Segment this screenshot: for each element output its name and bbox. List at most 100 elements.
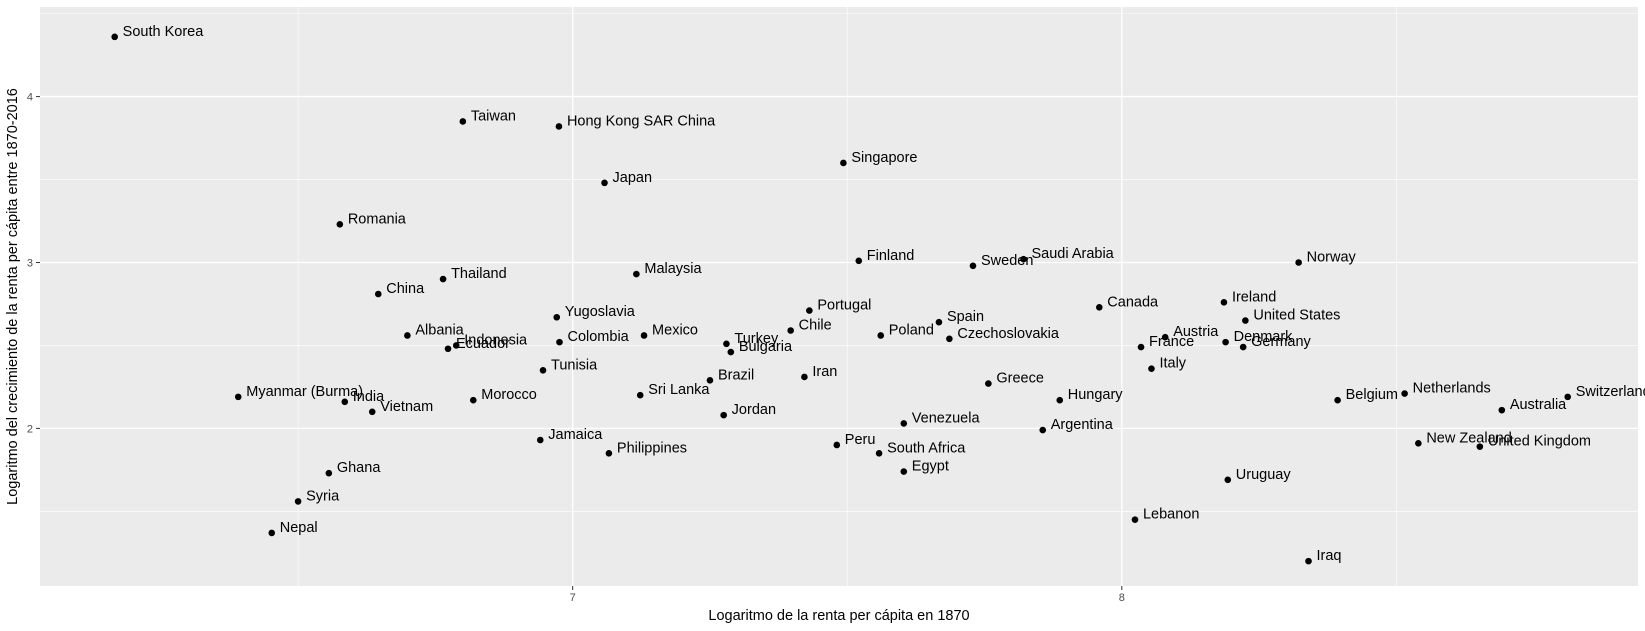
point-label: Brazil [718, 367, 754, 383]
data-point [452, 342, 460, 349]
data-point [1056, 396, 1064, 404]
point-label: Colombia [567, 329, 629, 345]
data-point [985, 380, 992, 387]
data-point [720, 411, 727, 419]
data-point [806, 307, 813, 314]
data-point [234, 393, 242, 401]
point-label: Hong Kong SAR China [567, 113, 716, 129]
x-axis-title: Logaritmo de la renta per cápita en 1870 [708, 608, 969, 624]
data-point [341, 398, 349, 406]
data-point [706, 376, 714, 384]
data-point [325, 469, 333, 477]
data-point [1498, 406, 1506, 414]
data-point [539, 367, 547, 374]
data-point [801, 373, 808, 381]
point-label: United Kingdom [1488, 434, 1591, 450]
data-point [935, 318, 943, 326]
point-label: Bulgaria [739, 339, 793, 355]
data-point [875, 449, 883, 457]
point-label: Jordan [732, 402, 776, 418]
data-point [633, 270, 640, 278]
point-label: Egypt [912, 459, 949, 475]
point-label: Poland [889, 322, 934, 338]
point-label: Taiwan [471, 108, 516, 124]
major-gridlines [40, 7, 1638, 586]
data-point [601, 179, 608, 187]
data-point [1220, 299, 1228, 306]
data-point [1020, 255, 1027, 263]
data-point [553, 313, 561, 321]
point-label: Sweden [981, 253, 1033, 269]
point-label: Myanmar (Burma) [246, 384, 363, 400]
data-points [111, 33, 1572, 565]
data-point [469, 396, 477, 404]
point-label: Turkey [734, 331, 779, 347]
y-axis-title: Logaritmo del crecimiento de la renta pe… [5, 88, 21, 505]
point-label: Italy [1159, 356, 1186, 372]
point-label: Albania [415, 322, 464, 338]
data-point [946, 335, 953, 343]
point-label: Vietnam [380, 399, 433, 415]
point-label: Saudi Arabia [1032, 246, 1115, 262]
data-point [1334, 396, 1341, 404]
data-point [1295, 259, 1302, 266]
point-label: Belgium [1346, 387, 1398, 403]
point-label: Iraq [1317, 548, 1342, 564]
point-label: Spain [947, 309, 984, 325]
point-label: Australia [1510, 397, 1567, 413]
data-point [900, 420, 908, 427]
data-point [1242, 317, 1249, 324]
data-point [111, 33, 118, 41]
y-tick-label: 3 [27, 257, 33, 269]
point-label: Finland [867, 248, 915, 264]
data-point [877, 332, 885, 339]
point-label: Morocco [481, 387, 537, 403]
data-point [727, 348, 735, 356]
x-tick-label: 8 [1119, 592, 1125, 604]
data-point [1476, 443, 1484, 450]
point-label: China [386, 281, 425, 297]
data-point [444, 345, 452, 353]
point-label: Indonesia [464, 332, 528, 348]
x-tick-label: 7 [570, 592, 576, 604]
data-point [1401, 390, 1408, 397]
data-point [900, 468, 908, 475]
point-label: South Africa [887, 440, 966, 456]
data-point [1415, 440, 1422, 447]
axis-ticks: 7 8 2 3 4 [27, 92, 1125, 604]
point-label: Portugal [817, 298, 871, 314]
point-label: Canada [1107, 294, 1159, 310]
data-point [294, 498, 302, 505]
data-point [459, 118, 467, 125]
data-point [1224, 476, 1232, 484]
point-label: Mexico [652, 322, 698, 338]
point-label: Iran [812, 364, 837, 380]
point-label: Philippines [617, 440, 687, 456]
point-label: Nepal [280, 520, 318, 536]
data-point [1095, 303, 1103, 311]
point-label: Singapore [851, 150, 917, 166]
data-point [368, 408, 376, 416]
data-point [723, 340, 730, 348]
data-point [439, 275, 447, 283]
data-point [969, 262, 977, 270]
data-point [605, 449, 613, 457]
point-label: Venezuela [912, 410, 981, 426]
data-point [840, 159, 847, 167]
data-point [336, 221, 344, 228]
point-label: New Zealand [1426, 430, 1511, 446]
point-label: Uruguay [1236, 467, 1292, 483]
point-label: South Korea [123, 24, 205, 40]
point-label: Jamaica [548, 427, 603, 443]
data-point [1305, 557, 1312, 565]
point-label: India [353, 389, 385, 405]
data-point [1039, 426, 1047, 434]
point-label: Tunisia [551, 357, 598, 373]
point-label: Peru [845, 432, 876, 448]
point-label: Ireland [1232, 289, 1276, 305]
data-point [1222, 338, 1229, 346]
point-label: Lebanon [1143, 507, 1199, 523]
point-label: Hungary [1068, 387, 1124, 403]
point-label: Ghana [337, 460, 381, 476]
